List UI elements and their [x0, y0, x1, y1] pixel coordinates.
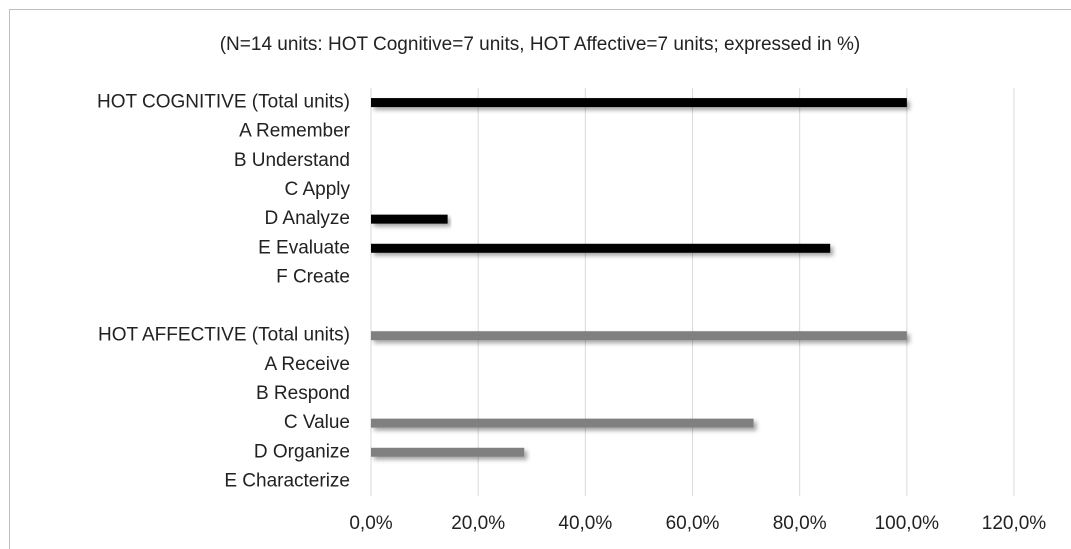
y-tick-label: E Evaluate [258, 237, 350, 258]
x-tick-label: 20,0% [451, 513, 505, 534]
x-tick-label: 120,0% [982, 513, 1047, 534]
y-tick-label: F Create [276, 266, 350, 287]
y-tick-label: HOT AFFECTIVE (Total units) [98, 325, 350, 346]
y-tick-label: B Respond [256, 383, 350, 404]
y-tick-label: HOT COGNITIVE (Total units) [97, 92, 350, 113]
x-tick-label: 40,0% [558, 513, 612, 534]
x-tick-label: 80,0% [773, 513, 827, 534]
y-tick-label: C Apply [285, 179, 351, 200]
y-tick-label: C Value [284, 412, 350, 433]
x-tick-label: 60,0% [666, 513, 720, 534]
y-tick-label: A Receive [264, 354, 350, 375]
bar [371, 214, 448, 224]
bar [371, 447, 525, 457]
x-tick-label: 0,0% [349, 513, 392, 534]
y-tick-label: E Characterize [224, 470, 350, 491]
bar [371, 418, 754, 428]
y-tick-label: D Analyze [264, 208, 350, 229]
y-tick-label: A Remember [239, 121, 351, 142]
chart-title: (N=14 units: HOT Cognitive=7 units, HOT … [220, 34, 861, 55]
bar [371, 331, 907, 341]
frame [9, 9, 1071, 549]
bar [371, 243, 831, 253]
y-tick-label: B Understand [234, 150, 350, 171]
y-tick-label: D Organize [254, 441, 350, 462]
bar [371, 98, 907, 108]
x-tick-label: 100,0% [875, 513, 940, 534]
